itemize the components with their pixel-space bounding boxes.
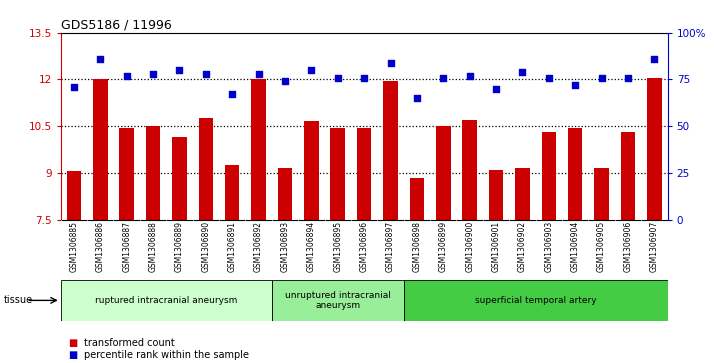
Bar — [463, 120, 477, 220]
Point — [543, 75, 555, 81]
Text: GSM1306893: GSM1306893 — [281, 221, 289, 272]
Bar — [93, 79, 108, 220]
Bar — [119, 128, 134, 220]
Bar — [61, 280, 272, 321]
Bar — [568, 128, 583, 220]
Text: transformed count: transformed count — [84, 338, 174, 348]
Text: GSM1306888: GSM1306888 — [149, 221, 158, 272]
Text: superficial temporal artery: superficial temporal artery — [475, 296, 596, 305]
Text: GSM1306899: GSM1306899 — [439, 221, 448, 272]
Text: GSM1306885: GSM1306885 — [69, 221, 79, 272]
Point — [94, 56, 106, 62]
Bar — [172, 137, 186, 220]
Bar — [516, 168, 530, 220]
Bar — [251, 79, 266, 220]
Point — [279, 78, 291, 84]
Text: GDS5186 / 11996: GDS5186 / 11996 — [61, 19, 171, 32]
Bar — [357, 128, 371, 220]
Point — [438, 75, 449, 81]
Bar — [594, 168, 609, 220]
Text: GSM1306892: GSM1306892 — [254, 221, 263, 272]
Point — [200, 71, 211, 77]
Point — [332, 75, 343, 81]
Text: percentile rank within the sample: percentile rank within the sample — [84, 350, 248, 360]
Point — [517, 69, 528, 75]
Text: GSM1306905: GSM1306905 — [597, 221, 606, 272]
Text: GSM1306900: GSM1306900 — [466, 221, 474, 272]
Point — [253, 71, 264, 77]
Point — [623, 75, 634, 81]
Point — [385, 60, 396, 65]
Bar — [304, 122, 318, 220]
Text: GSM1306890: GSM1306890 — [201, 221, 211, 272]
Bar — [436, 126, 451, 220]
Text: GSM1306901: GSM1306901 — [491, 221, 501, 272]
Text: GSM1306906: GSM1306906 — [623, 221, 633, 272]
Point — [491, 86, 502, 92]
Text: GSM1306887: GSM1306887 — [122, 221, 131, 272]
Bar — [410, 178, 424, 220]
Bar — [542, 132, 556, 220]
Bar — [278, 168, 292, 220]
Text: GSM1306886: GSM1306886 — [96, 221, 105, 272]
Point — [121, 73, 132, 78]
Point — [358, 75, 370, 81]
Text: unruptured intracranial
aneurysm: unruptured intracranial aneurysm — [285, 291, 391, 310]
Text: GSM1306902: GSM1306902 — [518, 221, 527, 272]
Text: GSM1306897: GSM1306897 — [386, 221, 395, 272]
Point — [570, 82, 581, 88]
Text: tissue: tissue — [4, 295, 33, 305]
Bar — [489, 170, 503, 220]
Text: GSM1306889: GSM1306889 — [175, 221, 184, 272]
Point — [226, 91, 238, 97]
Text: GSM1306896: GSM1306896 — [360, 221, 368, 272]
Text: ■: ■ — [68, 338, 77, 348]
Point — [174, 67, 185, 73]
Point — [464, 73, 476, 78]
Text: GSM1306898: GSM1306898 — [413, 221, 421, 272]
Text: GSM1306891: GSM1306891 — [228, 221, 237, 272]
Point — [306, 67, 317, 73]
Bar — [66, 171, 81, 220]
Text: GSM1306895: GSM1306895 — [333, 221, 342, 272]
Bar — [272, 280, 403, 321]
Bar — [198, 118, 213, 220]
Bar — [331, 128, 345, 220]
Text: GSM1306903: GSM1306903 — [544, 221, 553, 272]
Bar — [146, 126, 161, 220]
Bar — [403, 280, 668, 321]
Text: GSM1306907: GSM1306907 — [650, 221, 659, 272]
Text: GSM1306894: GSM1306894 — [307, 221, 316, 272]
Text: ruptured intracranial aneurysm: ruptured intracranial aneurysm — [95, 296, 238, 305]
Point — [68, 84, 79, 90]
Bar — [383, 81, 398, 220]
Bar — [620, 132, 635, 220]
Point — [411, 95, 423, 101]
Point — [147, 71, 159, 77]
Bar — [225, 165, 239, 220]
Text: GSM1306904: GSM1306904 — [570, 221, 580, 272]
Bar — [647, 78, 662, 220]
Text: ■: ■ — [68, 350, 77, 360]
Point — [649, 56, 660, 62]
Point — [596, 75, 608, 81]
